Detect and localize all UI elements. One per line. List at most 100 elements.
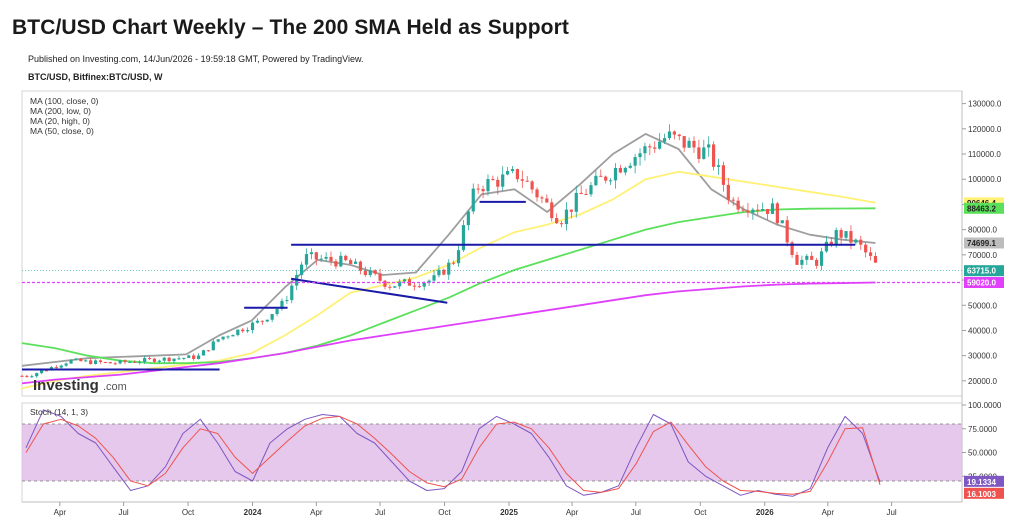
- watermark-main: Investing: [33, 377, 99, 394]
- candle-body: [255, 320, 260, 323]
- candle-body: [667, 131, 672, 139]
- candle-body: [653, 147, 657, 149]
- price-badge-label: 88463.2: [967, 204, 996, 213]
- price-tick-label: 70000.0: [968, 251, 997, 260]
- candle-body: [20, 375, 24, 377]
- stochastic-oscillator: 100.000075.000050.000025.000019.133416.1…: [22, 401, 1004, 499]
- candle-body: [790, 242, 794, 255]
- candle-body: [815, 259, 819, 266]
- candle-body: [84, 360, 88, 362]
- candle-body: [795, 254, 799, 265]
- price-tick-label: 110000.0: [968, 150, 1001, 159]
- price-tick-label: 120000.0: [968, 125, 1002, 134]
- candle-body: [707, 144, 711, 148]
- candle-body: [314, 252, 318, 260]
- candle-body: [402, 279, 407, 282]
- time-tick-label: Jul: [631, 508, 641, 517]
- candle-body: [505, 171, 510, 175]
- candle-body: [648, 146, 652, 148]
- candle-body: [741, 209, 745, 211]
- candle-body: [672, 131, 676, 135]
- candle-body: [398, 281, 402, 287]
- candle-body: [123, 360, 127, 363]
- candle-body: [628, 165, 632, 168]
- candle-body: [59, 365, 63, 368]
- candle-body: [864, 244, 868, 253]
- stoch-band-fill: [22, 424, 962, 481]
- candle-body: [98, 360, 103, 363]
- candle-body: [604, 176, 608, 181]
- ma20-line: [21, 132, 876, 367]
- candle-body: [687, 140, 691, 148]
- trend-lines: [22, 200, 962, 371]
- candle-body: [800, 259, 804, 265]
- time-tick-label: Oct: [694, 508, 707, 517]
- candle-body: [378, 273, 382, 281]
- candle-body: [775, 203, 779, 224]
- candle-body: [422, 282, 426, 287]
- candle-body: [172, 358, 176, 362]
- candle-body: [221, 336, 225, 340]
- price-badge: [964, 197, 1004, 209]
- candle-body: [412, 285, 417, 287]
- candle-body: [682, 136, 686, 148]
- price-badge-label: 59020.0: [967, 279, 996, 288]
- candle-body: [290, 285, 294, 301]
- candle-body: [476, 188, 480, 190]
- candle-body: [633, 157, 637, 166]
- candle-body: [574, 192, 578, 212]
- time-tick-label: Jul: [375, 508, 385, 517]
- candle-body: [74, 358, 78, 360]
- price-tick-label: 30000.0: [968, 352, 997, 361]
- candle-body: [108, 362, 112, 364]
- candle-body: [201, 350, 206, 356]
- candle-body: [677, 134, 681, 137]
- candle-body: [496, 179, 500, 187]
- candle-body: [182, 357, 186, 359]
- candle-body: [236, 329, 240, 336]
- candle-body: [765, 208, 770, 214]
- candle-body: [309, 252, 313, 255]
- candle-body: [731, 199, 735, 201]
- candle-body: [859, 239, 863, 245]
- candle-body: [393, 286, 397, 288]
- candle-body: [113, 363, 117, 365]
- time-tick-label: Apr: [54, 508, 67, 517]
- candle-body: [623, 167, 627, 173]
- stoch-tick-label: 75.0000: [968, 425, 997, 434]
- stoch-d-badge-label: 16.1003: [967, 490, 996, 499]
- candle-body: [736, 200, 740, 210]
- candle-body: [559, 223, 564, 225]
- watermark-suffix: .com: [103, 381, 127, 393]
- candle-body: [344, 255, 348, 261]
- candle-body: [128, 361, 132, 363]
- legend-ma20: MA (20, high, 0): [30, 116, 90, 126]
- price-tick-label: 40000.0: [968, 326, 997, 335]
- stoch-d-line: [25, 415, 881, 495]
- stoch-d-badge: [964, 487, 1004, 499]
- candle-body: [40, 370, 44, 374]
- candle-body: [716, 165, 721, 167]
- candle-body: [721, 165, 726, 185]
- candle-body: [304, 254, 309, 265]
- candle-body: [437, 269, 441, 276]
- candle-body: [275, 308, 279, 315]
- candle-body: [510, 169, 515, 172]
- candle-body: [216, 339, 220, 342]
- candle-body: [54, 367, 58, 369]
- candle-body: [285, 300, 289, 302]
- candle-body: [555, 218, 559, 224]
- candle-body: [196, 355, 201, 359]
- candle-body: [520, 179, 524, 181]
- candle-body: [638, 153, 642, 158]
- candle-body: [231, 335, 235, 337]
- candle-body: [64, 363, 68, 366]
- candle-body: [712, 144, 716, 167]
- candle-body: [93, 360, 98, 364]
- candle-body: [226, 336, 230, 338]
- candle-body: [849, 231, 853, 243]
- candle-body: [334, 261, 338, 267]
- candle-body: [530, 181, 534, 190]
